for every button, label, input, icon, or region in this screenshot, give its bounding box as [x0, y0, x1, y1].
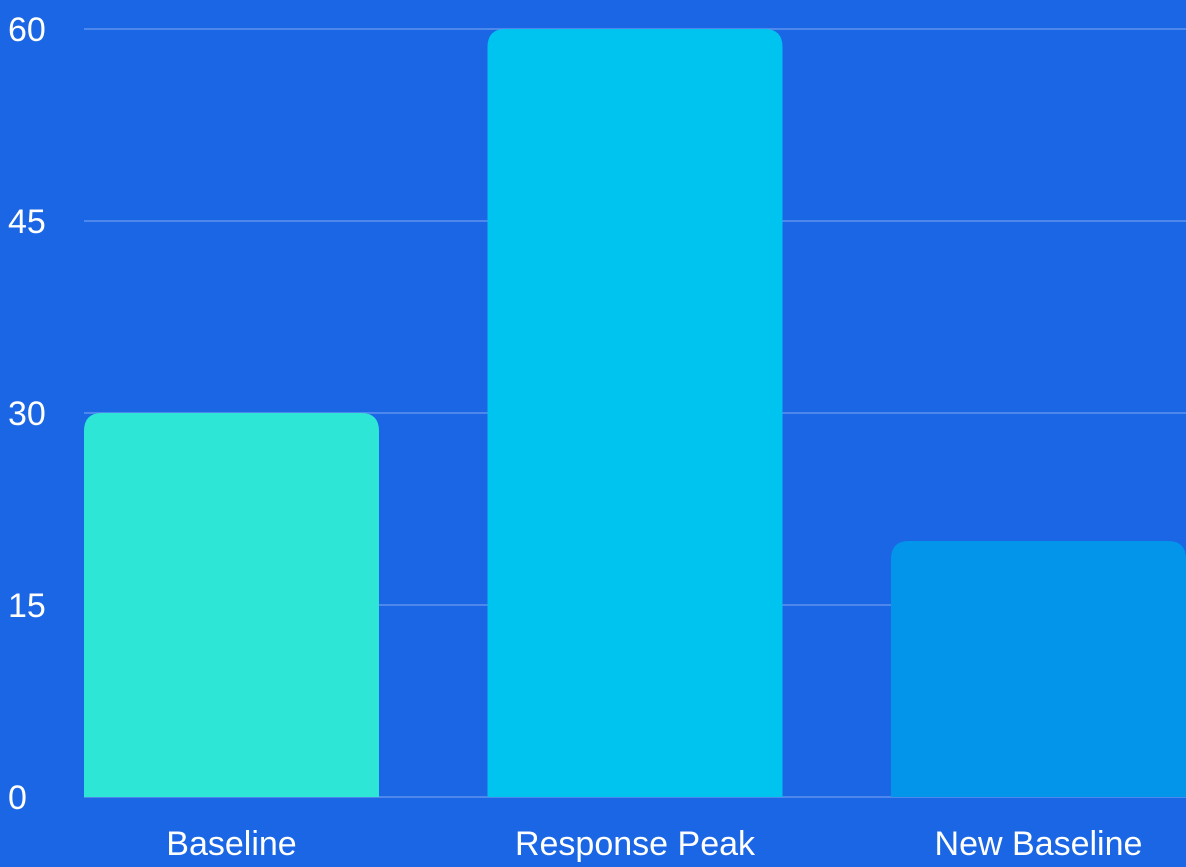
bar-new-baseline [891, 541, 1186, 797]
y-tick-label: 30 [8, 395, 46, 433]
bar-response-peak [487, 29, 783, 797]
y-tick-label: 45 [8, 203, 46, 241]
x-category-label: Baseline [166, 825, 296, 863]
x-category-label: Response Peak [515, 825, 756, 863]
bar-baseline [84, 413, 379, 797]
y-tick-label: 0 [8, 779, 27, 817]
y-axis-ticks: 0 15 30 45 60 [8, 11, 46, 817]
x-axis-labels: Baseline Response Peak New Baseline [166, 825, 1142, 863]
x-category-label: New Baseline [935, 825, 1143, 863]
y-tick-label: 60 [8, 11, 46, 49]
y-tick-label: 15 [8, 587, 46, 625]
bars [84, 29, 1186, 797]
